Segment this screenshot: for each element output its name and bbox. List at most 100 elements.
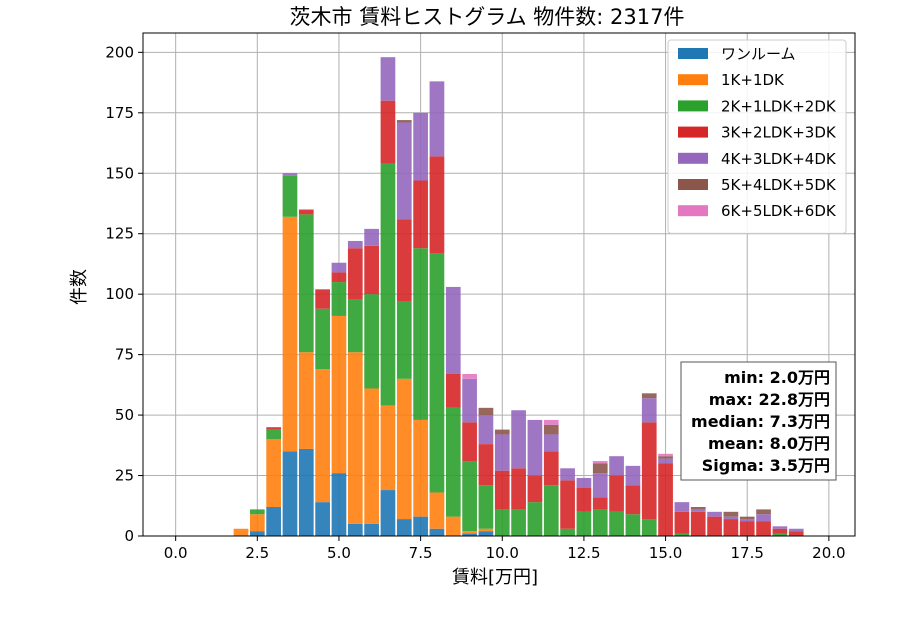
chart-title: 茨木市 賃料ヒストグラム 物件数: 2317件 [290,5,685,29]
bar-segment [429,492,445,529]
bar-segment [756,514,771,522]
bar-segment [625,514,641,536]
y-tick-label: 25 [115,467,134,485]
bar-segment [788,531,804,536]
x-tick-label: 20.0 [812,544,845,562]
bar-segment [462,378,477,423]
bar-segment [739,516,755,520]
bar-segment [576,477,592,488]
bar-segment [462,531,477,534]
bar-segment [249,514,265,532]
bar-segment [788,528,804,532]
x-axis-label: 賃料[万円] [452,567,538,588]
bar-segment [756,509,771,515]
bar-segment [364,388,379,524]
bar-segment [543,424,559,435]
bar-segment [658,458,673,464]
y-axis-ticks: 0 25 50 75 100 125 150 175 200 [105,43,143,545]
bar-segment [576,487,592,512]
bar-segment [592,461,608,464]
bar-segment [249,509,265,515]
legend-label: 6K+5LDK+6DK [721,202,837,220]
bar-segment [413,516,428,536]
bar-segment [315,289,330,309]
bar-segment [658,453,673,457]
bar-segment [543,434,559,452]
legend-swatch [678,100,708,112]
bar-segment [560,468,575,481]
bar-segment [494,509,510,536]
plot-frame [142,32,856,537]
bar-segment [315,308,330,370]
bar-segment [413,419,428,517]
stats-frame [680,361,837,481]
bar-segment [347,248,363,300]
bar-segment [609,456,624,476]
bar-segment [560,480,575,529]
stats-box: min: 2.0万円 max: 22.8万円 median: 7.3万円 mean: … [680,361,837,481]
bar-segment [543,485,559,536]
bar-segment [527,502,543,536]
bar-segment [609,511,624,536]
bar-segment [772,533,788,536]
y-tick-label: 125 [105,225,134,243]
stats-line: min: 2.0万円 [724,368,830,387]
bar-segment [560,528,575,536]
bar-segment [625,485,641,515]
x-tick-label: 10.0 [486,544,519,562]
bar-segment [298,214,314,353]
legend-swatch [678,205,708,217]
bar-segment [543,419,559,425]
bar-segment [396,122,412,220]
bar-segment [298,448,314,536]
bar-segment [249,531,265,536]
legend-swatch [678,74,708,86]
bar-segment [478,531,494,536]
bar-segment [478,407,494,416]
bar-segment [739,521,755,536]
legend-label: 5K+4LDK+5DK [721,176,837,194]
bar-segment [674,511,690,534]
legend-swatch [678,179,708,190]
x-tick-label: 2.5 [245,544,269,562]
legend: ワンルーム 1K+1DK 2K+1LDK+2DK 3K+2LDK+3DK 4K+3LDK… [667,39,847,234]
bar-segment [331,272,347,283]
legend-frame [667,39,847,234]
legend-swatch [678,152,708,164]
bar-segment [331,282,347,316]
bar-segment [364,228,379,246]
bar-segment [723,519,739,536]
bar-segment [592,463,608,474]
bar-segment [462,533,477,536]
bar-segment [347,299,363,353]
bar-segment [674,502,690,512]
bar-segment [527,475,543,503]
bar-segment [282,173,298,176]
bar-segment [233,528,249,536]
bar-segment [282,175,298,217]
bar-segment [690,511,706,536]
bar-segment [429,156,445,254]
bar-segment [723,516,739,520]
y-tick-label: 150 [105,164,134,182]
bar-segment [347,352,363,524]
y-tick-label: 175 [105,104,134,122]
bar-segment [266,439,281,507]
bar-segment [462,373,477,379]
bar-segment [331,262,347,273]
legend-swatch [678,48,708,59]
bar-segment [445,286,461,374]
stats-line: median: 7.3万円 [691,412,830,431]
bar-segment [266,506,281,536]
bar-segment [478,528,494,532]
bar-segment [511,509,526,536]
bar-segment [641,398,657,423]
bar-segment [282,216,298,452]
bar-segment [282,451,298,536]
bar-segment [429,253,445,493]
bar-segment [723,511,739,517]
bar-segment [413,248,428,420]
bar-segment [576,511,592,536]
bar-segment [364,523,379,536]
bar-segment [690,506,706,510]
